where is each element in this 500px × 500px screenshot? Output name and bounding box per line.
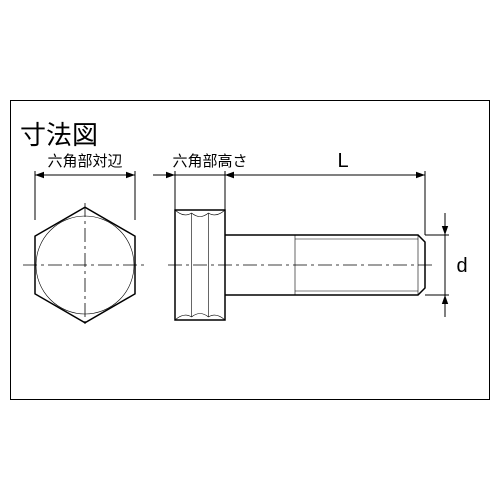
diagram-canvas: 寸法図 六角部対辺 六角部高さ L d: [0, 0, 500, 500]
bolt-drawing: [0, 0, 500, 500]
